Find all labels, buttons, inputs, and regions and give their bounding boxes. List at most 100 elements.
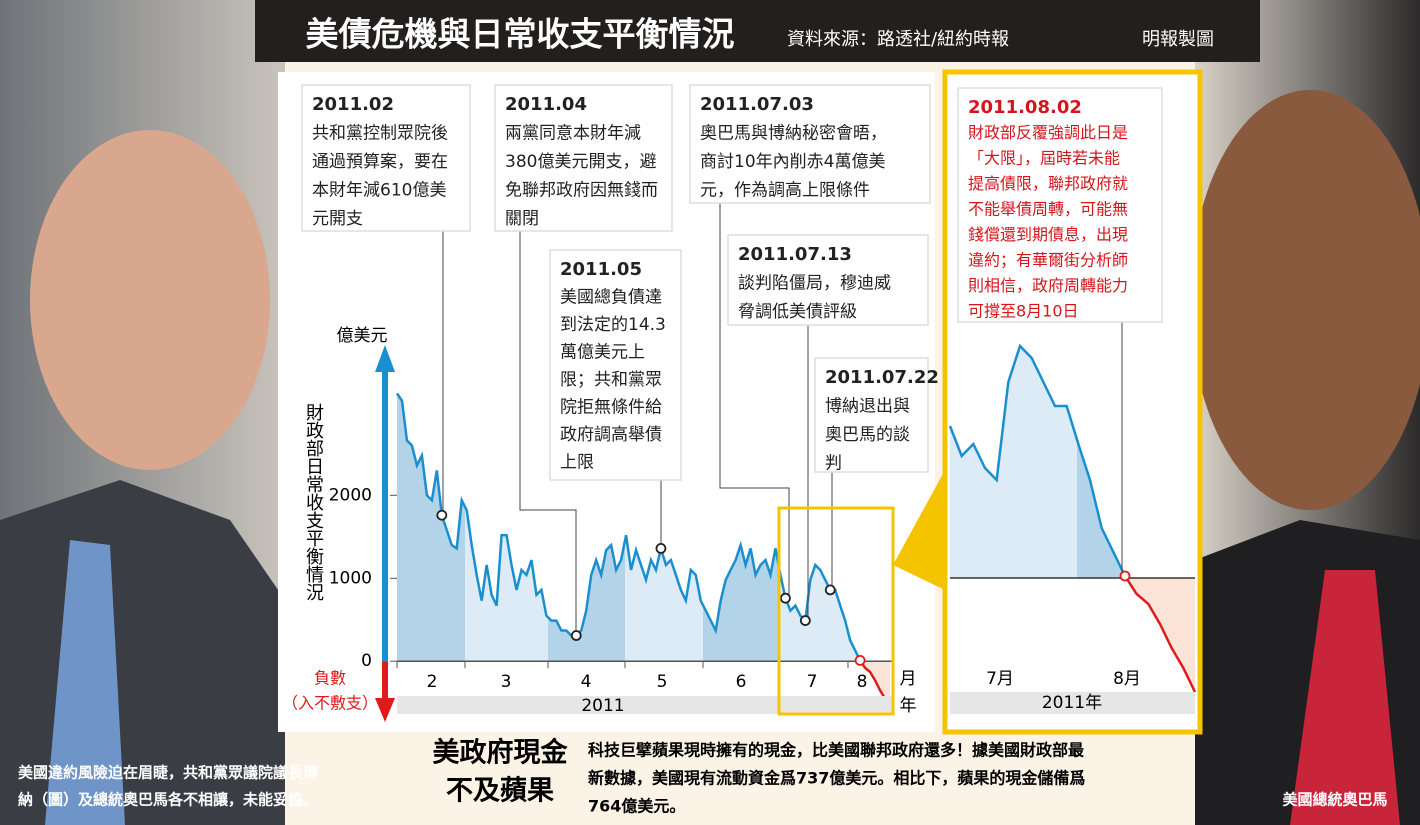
event-marker bbox=[824, 584, 836, 596]
annotation-text: 則相信，政府周轉能力 bbox=[968, 276, 1128, 295]
y-tick-label: 2000 bbox=[329, 485, 372, 505]
annotation-text: 談判陷僵局，穆迪威 bbox=[738, 274, 891, 294]
inset-year-label: 2011年 bbox=[1042, 693, 1102, 713]
annotation-text: 美國總負債達 bbox=[560, 288, 662, 308]
negative-label: 負數 bbox=[314, 669, 346, 688]
sidebar-body: 764億美元。 bbox=[588, 797, 685, 816]
sidebar-body: 科技巨擘蘋果現時擁有的現金，比美國聯邦政府還多！據美國財政部最 bbox=[588, 741, 1085, 760]
event-marker bbox=[1119, 570, 1131, 582]
event-marker bbox=[799, 615, 811, 626]
event-marker bbox=[655, 543, 667, 554]
x-tick-label: 3 bbox=[501, 672, 512, 692]
annotation-text: 通過預算案，要在 bbox=[312, 152, 448, 172]
annotation-text: 錢償還到期債息，出現 bbox=[968, 225, 1128, 244]
annotation-date: 2011.07.13 bbox=[738, 244, 852, 265]
annotation-text: 政府調高舉債 bbox=[560, 425, 662, 445]
leader-line bbox=[519, 231, 577, 636]
inset-area bbox=[950, 346, 1195, 692]
month-unit: 月 bbox=[900, 669, 917, 689]
sidebar-body: 新數據，美國現有流動資金爲737億美元。相比下，蘋果的現金儲備爲 bbox=[588, 769, 1085, 788]
annotation-text: 違約；有華爾街分析師 bbox=[968, 251, 1128, 270]
annotation-text: 380億美元開支，避 bbox=[505, 152, 656, 172]
y-tick-label: 0 bbox=[361, 651, 372, 671]
x-tick-label: 7 bbox=[807, 672, 818, 692]
right-face bbox=[1190, 90, 1420, 510]
annotation-box bbox=[549, 249, 682, 481]
annotation-text: 到法定的14.3 bbox=[560, 315, 666, 335]
annotation-date: 2011.08.02 bbox=[968, 97, 1082, 118]
annotation-text: 商討10年內削赤4萬億美 bbox=[700, 152, 885, 172]
annotation-box bbox=[957, 87, 1163, 323]
y-axis-up bbox=[382, 368, 388, 662]
x-tick-label: 2 bbox=[427, 672, 438, 692]
left-caption: 納（圖）及總統奧巴馬各不相讓，未能妥協。 bbox=[18, 791, 318, 809]
left-tie bbox=[45, 540, 125, 825]
y-title: 財政部日常收支平衡情況 bbox=[303, 403, 324, 601]
inset-year-bar bbox=[950, 692, 1195, 714]
x-tick-label: 4 bbox=[581, 672, 592, 692]
annotation-date: 2011.04 bbox=[505, 94, 587, 115]
y-arrow-up bbox=[375, 345, 395, 372]
annotation-text: 限；共和黨眾 bbox=[560, 370, 662, 390]
event-marker bbox=[780, 592, 791, 604]
left-caption: 美國違約風險迫在眉睫，共和黨眾議院議長博 bbox=[18, 764, 318, 782]
annotation-box bbox=[494, 84, 673, 232]
inset-month-label: 7月 bbox=[986, 669, 1014, 689]
zoom-connector bbox=[893, 470, 945, 590]
annotation-text: 「大限」，屆時若未能 bbox=[968, 149, 1120, 168]
event-marker bbox=[854, 654, 866, 666]
annotation-text: 可撐至8月10日 bbox=[968, 302, 1079, 321]
annotation-text: 博納退出與 bbox=[825, 397, 910, 417]
title-bar bbox=[255, 0, 1260, 62]
x-tick-label: 6 bbox=[736, 672, 747, 692]
annotation-text: 本財年減610億美 bbox=[312, 181, 446, 201]
annotation-text: 上限 bbox=[560, 453, 594, 473]
leader-line bbox=[719, 203, 790, 599]
zoom-frame bbox=[777, 506, 895, 716]
annotation-box bbox=[727, 234, 929, 326]
annotation-text: 不能舉債周轉，可能無 bbox=[968, 200, 1128, 219]
sidebar-heading: 不及蘋果 bbox=[446, 776, 554, 807]
annotation-date: 2011.07.03 bbox=[700, 94, 814, 115]
annotation-date: 2011.05 bbox=[560, 259, 642, 280]
annotation-date: 2011.07.22 bbox=[825, 367, 939, 388]
annotation-text: 元開支 bbox=[312, 209, 363, 229]
annotation-text: 財政部反覆強調此日是 bbox=[968, 123, 1128, 142]
annotation-text: 脅調低美債評級 bbox=[738, 302, 857, 322]
y-unit: 億美元 bbox=[337, 326, 388, 346]
y-axis-down bbox=[382, 661, 388, 700]
annotation-text: 免聯邦政府因無錢而 bbox=[505, 181, 658, 201]
annotation-box bbox=[301, 84, 471, 232]
right-tie bbox=[1290, 570, 1400, 825]
year-bar bbox=[397, 696, 893, 714]
inset-month-label: 8月 bbox=[1113, 669, 1141, 689]
annotation-text: 奧巴馬與博納秘密會晤， bbox=[700, 124, 887, 144]
annotation-text: 奧巴馬的談 bbox=[825, 425, 910, 445]
y-arrow-down bbox=[375, 698, 395, 722]
annotation-box bbox=[814, 357, 929, 473]
left-face bbox=[30, 130, 270, 470]
x-tick-label: 5 bbox=[657, 672, 668, 692]
year-label: 2011 bbox=[581, 696, 624, 716]
year-unit: 年 bbox=[900, 696, 917, 716]
title: 美債危機與日常收支平衡情況 bbox=[306, 15, 735, 54]
source: 資料來源：路透社/紐約時報 bbox=[787, 29, 1009, 50]
annotation-text: 萬億美元上 bbox=[560, 343, 645, 363]
event-marker bbox=[436, 509, 448, 521]
annotation-date: 2011.02 bbox=[312, 94, 394, 115]
y-tick-label: 1000 bbox=[329, 568, 372, 588]
plot: 2 3 4 5 6 7 8 2011 0 1000 2000 7月 8月 2011年 2011.02 共和黨控… bbox=[301, 84, 1197, 722]
right-caption: 美國總統奧巴馬 bbox=[1282, 791, 1387, 809]
annotation-text: 兩黨同意本財年減 bbox=[505, 124, 641, 144]
negative-label: （入不敷支） bbox=[282, 694, 378, 713]
annotation-box bbox=[689, 84, 931, 204]
inset-line bbox=[948, 343, 1197, 693]
x-tick-label: 8 bbox=[857, 672, 868, 692]
annotation-text: 判 bbox=[825, 454, 842, 474]
credit: 明報製圖 bbox=[1142, 29, 1214, 50]
annotation-text: 共和黨控制眾院後 bbox=[312, 124, 448, 144]
event-marker bbox=[570, 630, 582, 641]
annotation-text: 元，作為調高上限條件 bbox=[700, 181, 870, 201]
annotation-text: 提高債限，聯邦政府就 bbox=[968, 174, 1128, 193]
